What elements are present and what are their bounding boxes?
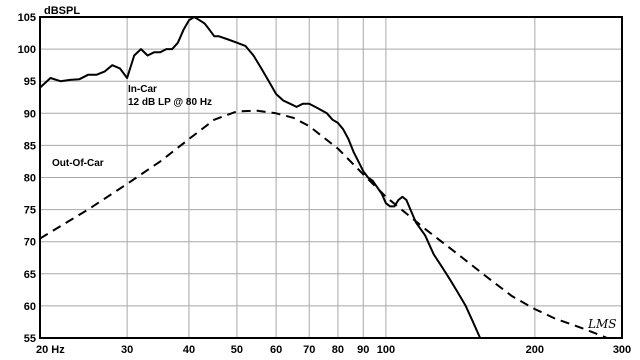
x-tick-label: 30 bbox=[121, 344, 133, 356]
lms-watermark: LMS bbox=[587, 317, 616, 331]
x-tick-label: 50 bbox=[231, 344, 243, 356]
y-tick-label: 80 bbox=[24, 173, 36, 185]
x-tick-label: 60 bbox=[270, 344, 282, 356]
y-tick-label: 85 bbox=[24, 140, 36, 152]
in-car-series-line bbox=[39, 16, 482, 339]
y-tick-label: 60 bbox=[24, 301, 36, 313]
x-tick-label: 100 bbox=[377, 344, 395, 356]
grid-lines bbox=[39, 16, 623, 339]
y-tick-label: 70 bbox=[24, 237, 36, 249]
x-tick-label: 90 bbox=[357, 344, 369, 356]
x-tick-label: 200 bbox=[526, 344, 544, 356]
y-tick-label: 75 bbox=[24, 205, 36, 217]
y-tick-label: 100 bbox=[18, 44, 36, 56]
x-tick-label: 300 bbox=[613, 344, 631, 356]
x-tick-label: 70 bbox=[303, 344, 315, 356]
out-of-car-annotation: Out-Of-Car bbox=[52, 158, 104, 169]
x-tick-labels: 20 Hz 30 40 50 60 70 80 90 100 200 300 bbox=[36, 344, 631, 356]
plot-frame bbox=[39, 16, 623, 339]
out-of-car-series-line bbox=[39, 109, 608, 339]
series-lines bbox=[39, 16, 608, 339]
y-tick-labels: 55 60 65 70 75 80 85 90 95 100 105 bbox=[18, 12, 36, 345]
x-tick-label: 20 Hz bbox=[36, 344, 65, 356]
y-tick-label: 55 bbox=[24, 333, 36, 345]
y-tick-label: 105 bbox=[18, 12, 36, 24]
y-tick-label: 65 bbox=[24, 269, 36, 281]
x-tick-label: 40 bbox=[183, 344, 195, 356]
in-car-annotation-line1: In-Car bbox=[128, 84, 157, 95]
y-axis-label: dBSPL bbox=[44, 5, 80, 17]
y-tick-label: 90 bbox=[24, 108, 36, 120]
y-tick-label: 95 bbox=[24, 76, 36, 88]
x-tick-label: 80 bbox=[332, 344, 344, 356]
in-car-annotation-line2: 12 dB LP @ 80 Hz bbox=[128, 97, 212, 108]
